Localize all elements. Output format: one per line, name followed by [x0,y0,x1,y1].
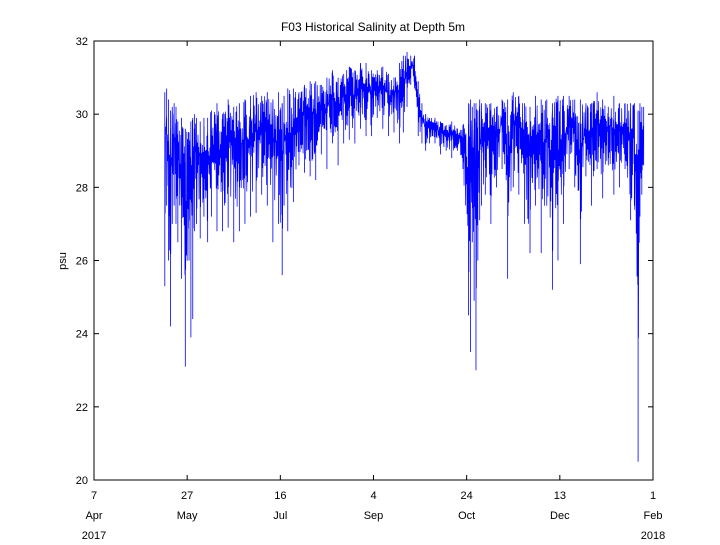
x-tick-month-label: Apr [85,510,102,522]
x-tick-year-label: 2017 [82,530,106,540]
series-line [164,55,644,338]
x-tick-month-label: May [177,510,198,522]
x-tick-day-label: 1 [650,490,656,502]
x-tick-day-label: 24 [461,490,473,502]
x-tick-year-label: 2018 [641,530,665,540]
x-tick-day-label: 4 [370,490,376,502]
x-tick-month-label: Feb [644,510,663,522]
axes-layer: 20 22 24 26 28 30 32 7 Apr 2017 27 May 16 Jul 4 Sep 24 Oc… [76,36,665,542]
x-tick-day-label: 13 [554,490,566,502]
x-tick-day-label: 27 [181,490,193,502]
y-tick-label: 22 [76,402,88,414]
y-tick-label: 32 [76,36,88,48]
y-tick-label: 20 [76,475,88,487]
data-layer [164,51,645,462]
y-tick-label: 24 [76,329,88,341]
x-tick-day-label: 16 [274,490,286,502]
x-tick-month-label: Dec [550,510,570,522]
y-tick-label: 26 [76,256,88,268]
x-tick-month-label: Oct [458,510,475,522]
x-tick-month-label: Jul [273,510,287,522]
x-tick-day-label: 7 [91,490,97,502]
y-axis-label: psu [57,252,69,270]
y-tick-label: 30 [76,109,88,121]
y-tick-label: 28 [76,182,88,194]
x-tick-month-label: Sep [364,510,384,522]
chart-title: F03 Historical Salinity at Depth 5m [281,20,465,34]
